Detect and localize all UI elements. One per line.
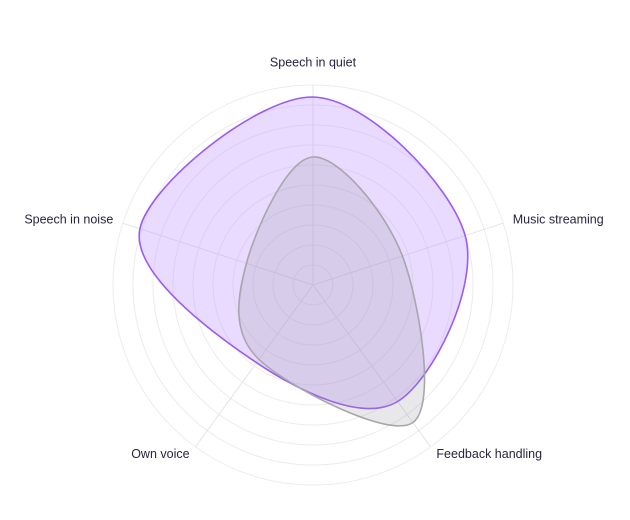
axis-line	[122, 222, 314, 286]
axis-label: Own voice	[131, 447, 189, 461]
axis-label: Feedback handling	[436, 447, 542, 461]
axis-label: Music streaming	[513, 212, 604, 226]
axis-line	[312, 284, 431, 448]
axis-line	[195, 284, 314, 448]
radar-area	[237, 156, 426, 427]
axis-line	[312, 222, 504, 286]
axis-label: Speech in quiet	[270, 55, 357, 69]
axis-label: Speech in noise	[24, 212, 113, 226]
radar-area	[138, 96, 469, 410]
